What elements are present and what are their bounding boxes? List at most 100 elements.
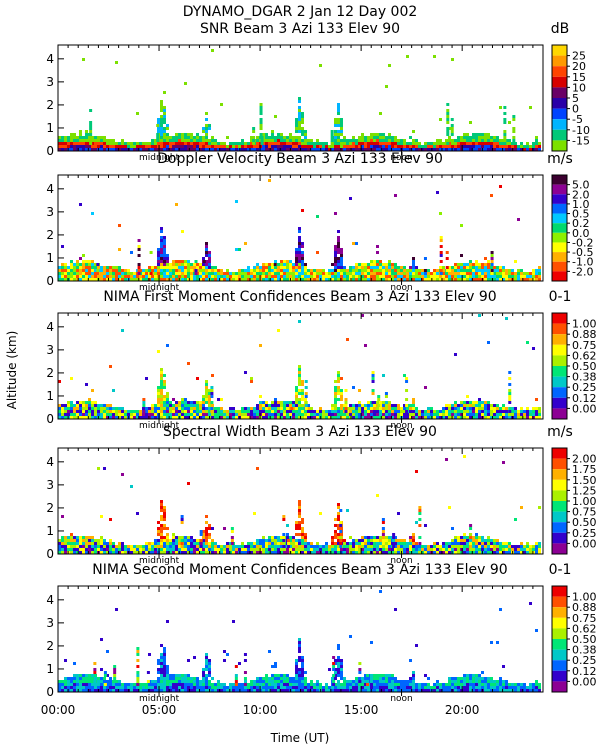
panel-title: SNR Beam 3 Azi 133 Elev 90 [200, 21, 400, 37]
colorbar-unit: m/s [547, 151, 573, 167]
colorbar-label: -10 [572, 124, 590, 137]
colorbar-segment [552, 184, 567, 195]
marker-label-midnight: midnight [139, 421, 180, 431]
colorbar-segment [552, 408, 567, 419]
colorbar: 2.001.751.501.251.000.750.500.250.00 [551, 447, 597, 555]
y-tick-label: 0 [46, 685, 54, 699]
colorbar-segment [552, 129, 567, 141]
colorbar-label: 0.50 [572, 633, 597, 646]
colorbar-label: -5 [572, 113, 583, 126]
colorbar-segment [552, 242, 567, 253]
colorbar-segment [552, 490, 567, 501]
colorbar-segment [552, 261, 567, 272]
colorbar-segment [552, 334, 567, 345]
colorbar-segment [552, 323, 567, 335]
colorbar-label: -1.0 [572, 256, 593, 269]
colorbar: 5.02.01.00.50.20.0-0.2-0.5-1.0-2.0 [551, 174, 593, 282]
marker-label-midnight: midnight [139, 153, 180, 163]
colorbar-unit: 0-1 [549, 562, 572, 578]
colorbar-label: 20 [572, 60, 586, 73]
colorbar-segment [552, 344, 567, 356]
colorbar-segment [552, 479, 567, 491]
colorbar-label: 0.62 [572, 349, 597, 362]
x-tick-label: 10:00 [243, 703, 278, 717]
colorbar-label: 0.00 [572, 402, 597, 415]
colorbar-label: 10 [572, 81, 586, 94]
colorbar-label: 0.75 [572, 612, 597, 625]
colorbar-segment [552, 607, 567, 618]
heatmap-cells [58, 179, 541, 281]
marker-label-noon: noon [390, 421, 412, 431]
colorbar-label: 0.12 [572, 392, 597, 405]
y-tick-label: 2 [46, 228, 54, 242]
colorbar-frame [551, 174, 568, 282]
colorbar-unit: dB [551, 21, 570, 37]
x-tick-label: 05:00 [142, 703, 177, 717]
colorbar-segment [552, 87, 567, 98]
colorbar-segment [552, 522, 567, 533]
colorbar-segment [552, 596, 567, 608]
colorbar-label: 0.00 [572, 537, 597, 550]
colorbar-label: 0.50 [572, 360, 597, 373]
y-tick-label: 2 [46, 501, 54, 515]
y-tick-label: 3 [46, 616, 54, 630]
marker-label-midnight: midnight [139, 556, 180, 566]
colorbar-label: 15 [572, 71, 586, 84]
colorbar-label: 0.50 [572, 516, 597, 529]
colorbar-segment [552, 66, 567, 77]
panel-title: NIMA First Moment Confidences Beam 3 Azi… [103, 289, 496, 305]
y-tick-label: 3 [46, 478, 54, 492]
y-tick-label: 4 [46, 52, 54, 66]
panel-title: NIMA Second Moment Confidences Beam 3 Az… [92, 562, 507, 578]
colorbar: 1.000.880.750.620.500.380.250.120.00 [551, 585, 597, 693]
marker-label-midnight: midnight [139, 694, 180, 704]
colorbar-label: 0.0 [572, 227, 590, 240]
y-tick-label: 2 [46, 366, 54, 380]
panel-title: Doppler Velocity Beam 3 Azi 133 Elev 90 [157, 151, 443, 167]
colorbar-segment [552, 223, 567, 233]
colorbar-label: -0.2 [572, 236, 593, 249]
colorbar-label: 5 [572, 92, 579, 105]
colorbar-label: -0.5 [572, 246, 593, 259]
panel-2: Doppler Velocity Beam 3 Azi 133 Elev 90 m… [46, 151, 593, 293]
colorbar-unit: m/s [547, 424, 573, 440]
y-tick-label: 0 [46, 274, 54, 288]
marker-label-noon: noon [390, 556, 412, 566]
y-tick-label: 1 [46, 251, 54, 265]
x-tick-label: 15:00 [344, 703, 379, 717]
y-tick-label: 1 [46, 121, 54, 135]
y-tick-label: 4 [46, 593, 54, 607]
colorbar-segment [552, 458, 567, 470]
colorbar-segment [552, 55, 567, 67]
colorbar-label: 1.00 [572, 318, 597, 331]
colorbar-segment [552, 397, 567, 409]
colorbar-segment [552, 543, 567, 554]
colorbar-segment [552, 387, 567, 398]
y-tick-label: 0 [46, 547, 54, 561]
colorbar-segment [552, 376, 567, 388]
colorbar-label: 0 [572, 103, 579, 116]
colorbar-segment [552, 617, 567, 629]
y-tick-label: 1 [46, 662, 54, 676]
colorbar-label: 0.2 [572, 217, 590, 230]
y-tick-label: 1 [46, 389, 54, 403]
colorbar-label: 0.88 [572, 328, 597, 341]
colorbar-segment [552, 45, 567, 56]
heatmap-cells [58, 455, 541, 554]
colorbar-segment [552, 469, 567, 480]
colorbar-label: 1.00 [572, 495, 597, 508]
colorbar-label: 0.75 [572, 506, 597, 519]
colorbar-label: 0.62 [572, 622, 597, 635]
y-tick-label: 3 [46, 205, 54, 219]
colorbar-segment [552, 355, 567, 366]
colorbar-segment [552, 511, 567, 523]
colorbar-segment [552, 586, 567, 597]
y-tick-label: 3 [46, 343, 54, 357]
colorbar-label: 0.88 [572, 601, 597, 614]
colorbar-segment [552, 639, 567, 650]
colorbar-label: 0.38 [572, 644, 597, 657]
colorbar-segment [552, 313, 567, 324]
colorbar-segment [552, 532, 567, 544]
colorbar-segment [552, 366, 567, 377]
